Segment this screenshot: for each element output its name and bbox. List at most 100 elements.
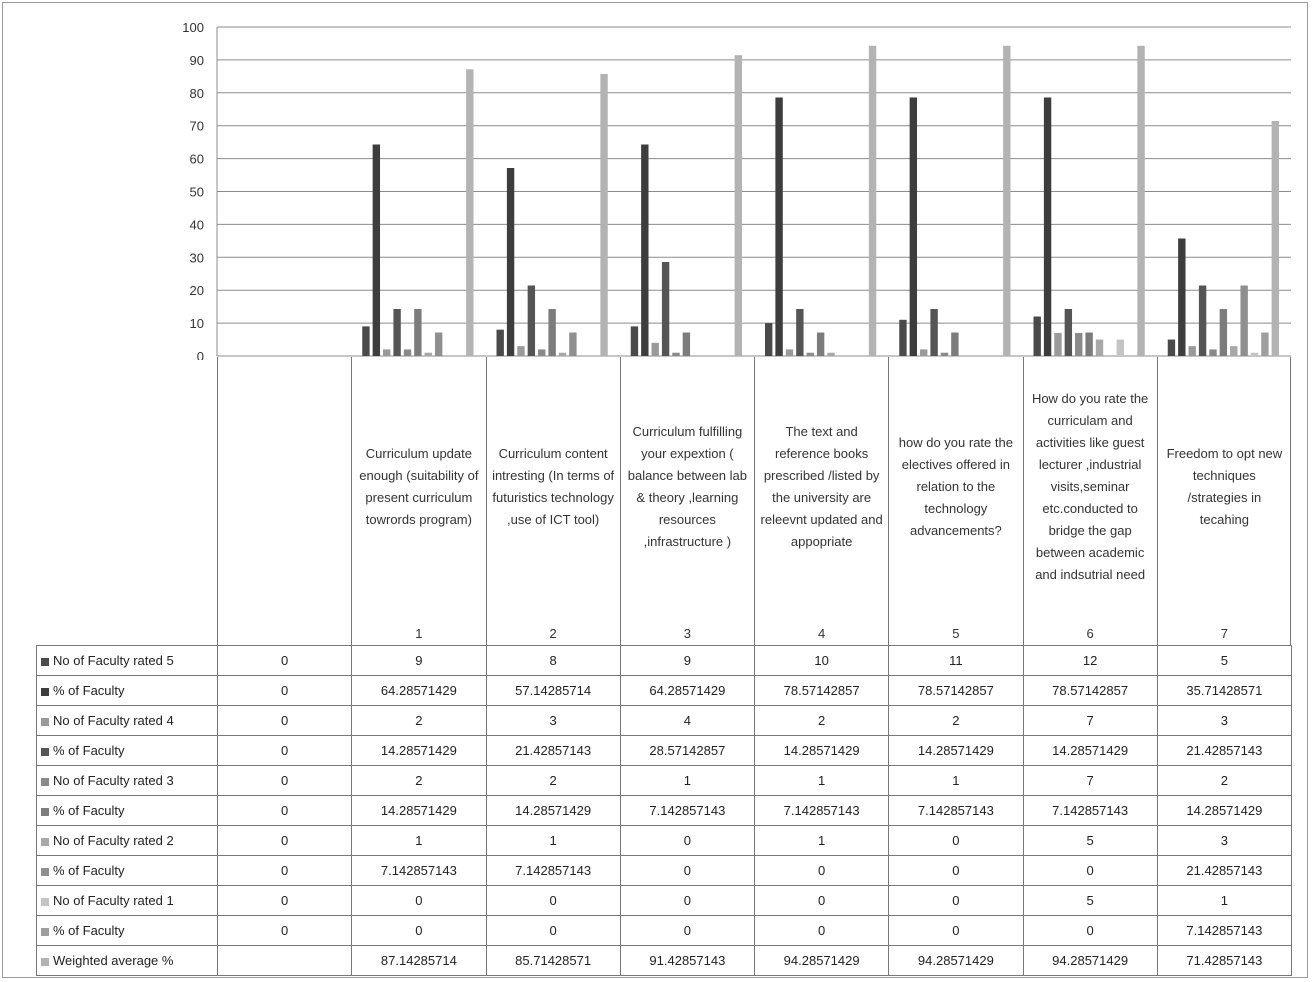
table-row: No of Faculty rated 5 0 9 8 9 10 11 12 5 [36, 645, 1293, 676]
table-cell: 2 [753, 705, 890, 736]
table-cell: 5 [1022, 825, 1158, 856]
table-cell: 14.28571429 [1022, 735, 1158, 766]
legend-label: No of Faculty rated 2 [53, 833, 174, 848]
bar [517, 346, 525, 356]
y-tick-label: 40 [190, 217, 204, 232]
category-label: Curriculum update enough (suitability of… [359, 446, 479, 527]
bar [403, 349, 412, 356]
table-cell: 7.142857143 [619, 795, 756, 826]
category-cell: Curriculum update enough (suitability of… [351, 357, 485, 645]
table-cell: 71.42857143 [1156, 945, 1293, 976]
table-cell: 5 [1022, 885, 1158, 916]
table-cell: 3 [1156, 705, 1293, 736]
gridlines [216, 26, 1291, 357]
bar [1137, 45, 1145, 357]
bar [1167, 339, 1176, 356]
table-cell: 21.42857143 [1156, 735, 1293, 766]
bar [672, 352, 680, 356]
bar [651, 342, 659, 356]
bar [796, 309, 804, 356]
table-cell: 1 [619, 765, 756, 796]
table-cell: 14.28571429 [485, 795, 621, 826]
category-number: 4 [818, 626, 826, 641]
table-cell: 87.14285714 [351, 945, 487, 976]
bar-chart: 0 10 20 30 40 50 60 70 80 90 100 [182, 20, 1291, 360]
y-tick-label: 0 [197, 349, 204, 360]
table-cell: 0 [888, 855, 1024, 886]
table-cell: 57.14285714 [485, 675, 621, 706]
bar [868, 45, 877, 357]
table-cell: 14.28571429 [351, 795, 487, 826]
table-cell: 1 [888, 765, 1024, 796]
table-cell: 0 [216, 855, 353, 886]
legend-key [41, 957, 49, 966]
bar [1043, 97, 1052, 356]
table-cell: 91.42857143 [619, 945, 756, 976]
legend-key [41, 807, 49, 816]
legend-key [41, 657, 49, 666]
legend-entry: % of Faculty [36, 795, 218, 826]
table-cell: 3 [1156, 825, 1293, 856]
bar [775, 97, 783, 356]
legend-entry: Weighted average % [36, 945, 218, 976]
category-cell: Curriculum content intresting (In terms … [485, 357, 620, 645]
table-cell: 21.42857143 [1156, 855, 1293, 886]
bar [548, 309, 556, 356]
table-cell: 7.142857143 [485, 855, 621, 886]
bar [1054, 332, 1062, 356]
table-cell: 0 [216, 915, 353, 946]
bar [569, 332, 577, 356]
category-labels: Curriculum update enough (suitability of… [217, 357, 1291, 645]
bars [362, 45, 1279, 357]
table-cell: 1 [753, 825, 890, 856]
category-label: Freedom to opt new techniques /strategie… [1166, 446, 1283, 527]
legend-key [41, 747, 49, 756]
bar [527, 285, 536, 356]
legend-key [41, 837, 49, 846]
table-cell: 7.142857143 [888, 795, 1024, 826]
bar [899, 319, 907, 356]
table-cell: 0 [619, 915, 756, 946]
table-cell: 5 [1156, 645, 1293, 676]
category-number: 7 [1220, 626, 1228, 641]
table-cell: 94.28571429 [753, 945, 890, 976]
legend-key [41, 897, 49, 906]
legend-key [41, 867, 49, 876]
category-label: Curriculum content intresting (In terms … [492, 446, 615, 527]
bar [424, 352, 432, 356]
table-cell: 0 [888, 915, 1024, 946]
bar [1219, 309, 1228, 356]
bar [1116, 339, 1124, 356]
category-number: 1 [415, 626, 423, 641]
data-table: No of Faculty rated 5 0 9 8 9 10 11 12 5 % of Fac… [36, 645, 1293, 976]
bar [1095, 339, 1104, 356]
y-tick-label: 30 [190, 250, 204, 265]
bar [641, 144, 649, 356]
table-cell: 0 [216, 705, 353, 736]
bar [806, 352, 814, 356]
bar [765, 323, 773, 356]
table-cell: 7.142857143 [1156, 915, 1293, 946]
table-cell: 0 [619, 885, 756, 916]
table-cell: 0 [753, 915, 890, 946]
table-cell: 10 [753, 645, 890, 676]
bar [1230, 346, 1238, 356]
table-row: % of Faculty 0 14.28571429 14.28571429 7.142… [36, 795, 1293, 826]
table-cell: 0 [619, 855, 756, 886]
bar [1261, 332, 1269, 356]
table-cell: 7 [1022, 705, 1158, 736]
y-tick-label: 20 [190, 283, 204, 298]
legend-entry: No of Faculty rated 1 [36, 885, 218, 916]
table-cell: 1 [485, 825, 621, 856]
table-cell: 7.142857143 [351, 855, 487, 886]
bar [661, 262, 670, 356]
legend-label: Weighted average % [53, 953, 174, 968]
table-cell: 2 [888, 705, 1024, 736]
legend-entry: % of Faculty [36, 855, 218, 886]
category-cell: Curriculum fulfilling your expextion ( b… [619, 357, 754, 645]
table-cell: 7.142857143 [1022, 795, 1158, 826]
table-cell: 1 [351, 825, 487, 856]
bar [558, 352, 567, 356]
